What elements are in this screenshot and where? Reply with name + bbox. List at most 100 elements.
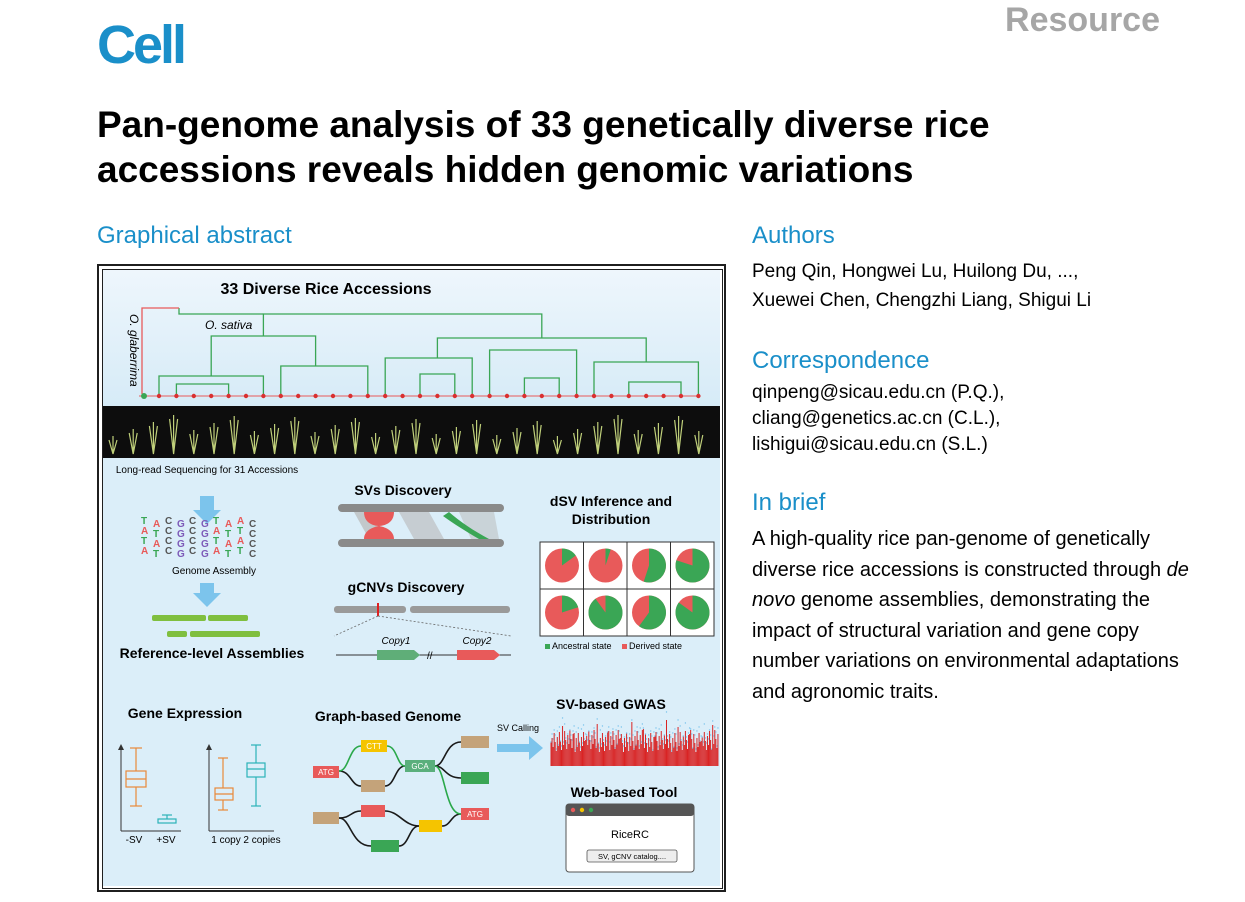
accession-dot — [243, 393, 249, 399]
svg-text:A: A — [225, 519, 232, 530]
label-gwas: SV-based GWAS — [556, 696, 666, 712]
accession-dot — [435, 393, 440, 399]
accession-dots — [141, 393, 701, 399]
gwas-manhattan-plot — [550, 711, 719, 766]
accession-dot — [644, 393, 649, 399]
accession-dot — [174, 393, 179, 399]
label-assembly: Genome Assembly — [172, 566, 256, 577]
authors-heading: Authors — [752, 222, 835, 249]
accession-dot — [191, 393, 196, 399]
svg-text:A: A — [153, 539, 160, 550]
svg-text:T: T — [237, 546, 243, 557]
catalog-button[interactable] — [586, 849, 678, 863]
label-assemblies: Reference-level Assemblies — [120, 645, 305, 661]
svg-text:C: C — [165, 516, 172, 527]
legend-ancestral: Ancestral state — [552, 641, 612, 651]
svg-text:A: A — [141, 546, 148, 557]
legend-derived: Derived state — [629, 641, 682, 651]
email-lishigui[interactable]: lishigui@sicau.edu.cn (S.L.) — [752, 434, 988, 455]
accession-dot — [141, 393, 147, 399]
label-dsv-2: Distribution — [572, 511, 651, 527]
svg-text:A: A — [237, 536, 244, 547]
svg-text:T: T — [153, 529, 159, 540]
accession-dot — [365, 393, 370, 399]
svg-text:C: C — [249, 539, 256, 550]
graphical-abstract-figure: 33 Diverse Rice Accessions O. sativa O. … — [97, 264, 726, 892]
accession-dot — [278, 393, 283, 399]
svg-text:A: A — [213, 546, 220, 557]
phylogenetic-tree — [158, 308, 700, 396]
article-title: Pan-genome analysis of 33 genetically di… — [97, 104, 990, 190]
label-gcnv: gCNVs Discovery — [348, 579, 465, 595]
accession-dot — [661, 393, 666, 399]
accession-dot — [330, 393, 336, 399]
svg-text:T: T — [141, 536, 147, 547]
svg-text:G: G — [177, 519, 185, 530]
svg-text:G: G — [201, 519, 209, 530]
accession-dot — [591, 393, 597, 399]
accession-dot — [574, 393, 579, 399]
svg-text:C: C — [165, 536, 172, 547]
accession-dot — [226, 393, 231, 399]
label-minus-sv: -SV — [126, 835, 143, 846]
in-brief-text: A high-quality rice pan-genome of geneti… — [752, 528, 1189, 703]
accession-dot — [487, 393, 492, 399]
svg-text:G: G — [177, 529, 185, 540]
accession-dot — [296, 393, 301, 399]
accession-dot — [209, 393, 214, 399]
svg-text:A: A — [225, 539, 232, 550]
svg-text:T: T — [237, 526, 243, 537]
node-atg-2: ATG — [467, 810, 483, 819]
svg-text:A: A — [213, 526, 220, 537]
svg-text:G: G — [201, 549, 209, 560]
accession-dot — [557, 393, 562, 399]
accession-dot — [504, 393, 510, 399]
label-seq: Long-read Sequencing for 31 Accessions — [116, 465, 298, 476]
accession-dot — [261, 393, 266, 399]
svg-text:A: A — [237, 516, 244, 527]
svg-text:T: T — [141, 516, 147, 527]
label-1-copy: 1 copy — [211, 835, 240, 846]
plants-photo-strip — [103, 406, 720, 458]
svg-text:C: C — [189, 526, 196, 537]
svg-text:C: C — [189, 536, 196, 547]
svg-text://: // — [427, 651, 433, 662]
correspondence-heading: Correspondence — [752, 347, 930, 374]
article-type: Resource — [1005, 1, 1160, 39]
accession-dot — [348, 393, 353, 399]
label-dsv-1: dSV Inference and — [550, 493, 672, 509]
svg-text:G: G — [201, 539, 209, 550]
label-plus-sv: +SV — [156, 835, 176, 846]
svg-text:A: A — [153, 519, 160, 530]
accession-dot — [400, 393, 405, 399]
svg-text:A: A — [141, 526, 148, 537]
accession-dot — [383, 393, 388, 399]
accession-dot — [609, 393, 614, 399]
svg-text:C: C — [189, 516, 196, 527]
email-qinpeng[interactable]: qinpeng@sicau.edu.cn (P.Q.), — [752, 382, 1005, 403]
svg-text:T: T — [225, 549, 231, 560]
node-gca: GCA — [411, 762, 429, 771]
svg-text:C: C — [249, 529, 256, 540]
graphical-abstract-svg: 33 Diverse Rice Accessions O. sativa O. … — [103, 270, 720, 886]
svg-text:T: T — [153, 549, 159, 560]
svg-text:G: G — [177, 539, 185, 550]
svg-text:G: G — [201, 529, 209, 540]
graphical-abstract-heading: Graphical abstract — [97, 222, 292, 249]
accession-dot — [470, 393, 475, 399]
label-ricerc: RiceRC — [611, 829, 649, 841]
accession-dot — [626, 393, 631, 399]
node-atg-1: ATG — [318, 768, 334, 777]
email-cliang[interactable]: cliang@genetics.ac.cn (C.L.), — [752, 408, 1001, 429]
svg-text:C: C — [249, 519, 256, 530]
journal-logo: Cell — [97, 15, 187, 75]
label-gene-expr: Gene Expression — [128, 705, 242, 721]
accession-dot — [313, 393, 318, 399]
svg-text:T: T — [225, 529, 231, 540]
svg-text:G: G — [177, 549, 185, 560]
accession-dot — [678, 393, 684, 399]
svg-text:C: C — [165, 526, 172, 537]
accession-dot — [417, 393, 423, 399]
label-sv-calling: SV Calling — [497, 723, 539, 733]
label-copy1: Copy1 — [382, 636, 411, 647]
